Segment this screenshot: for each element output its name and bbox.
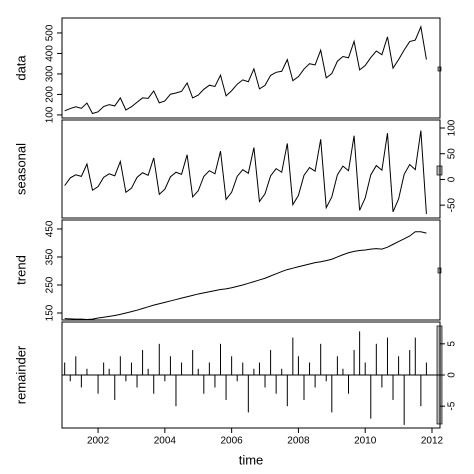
y-tick-label: 450 — [45, 220, 56, 237]
x-tick-label: 2010 — [354, 436, 377, 447]
x-axis-label: time — [239, 452, 264, 467]
series-line — [64, 231, 427, 320]
series-line — [64, 130, 427, 214]
x-tick-label: 2006 — [221, 436, 244, 447]
y-tick-label: 200 — [45, 86, 56, 103]
y-tick-label: 400 — [45, 45, 56, 62]
y-axis-label: seasonal — [13, 143, 28, 195]
y-axis-label: trend — [13, 255, 28, 285]
series-line — [64, 25, 427, 115]
x-tick-label: 2008 — [287, 436, 310, 447]
panel-frame — [61, 219, 441, 321]
panel-frame — [61, 119, 441, 219]
y-tick-label: 500 — [45, 24, 56, 41]
y-tick-label: 300 — [45, 65, 56, 82]
y-axis-label: data — [13, 55, 28, 81]
y-tick-label: 250 — [45, 276, 56, 293]
y-tick-label: 5 — [447, 341, 458, 347]
y-tick-label: 0 — [447, 176, 458, 182]
y-tick-label: 100 — [447, 119, 458, 136]
x-tick-label: 2002 — [87, 436, 110, 447]
panel-frame — [61, 17, 441, 119]
y-tick-label: 150 — [45, 304, 56, 321]
y-tick-label: 350 — [45, 248, 56, 265]
y-tick-label: 0 — [447, 372, 458, 378]
y-tick-label: -50 — [447, 197, 458, 212]
y-tick-label: 100 — [45, 106, 56, 123]
y-axis-label: remainder — [13, 345, 28, 404]
x-tick-label: 2004 — [154, 436, 177, 447]
x-tick-label: 2012 — [421, 436, 444, 447]
y-tick-label: 50 — [447, 148, 458, 160]
y-tick-label: -5 — [447, 401, 458, 410]
